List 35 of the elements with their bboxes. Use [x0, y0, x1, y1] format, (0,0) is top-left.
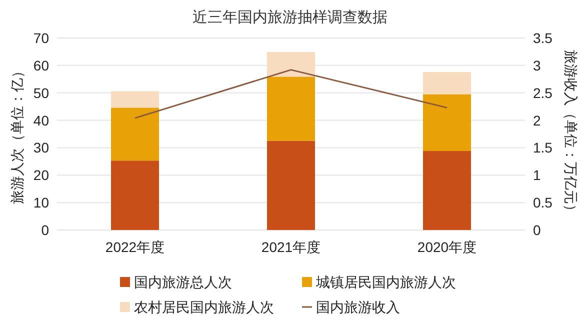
x-tick-label: 2020年度 [417, 239, 477, 255]
legend-label: 城镇居民国内旅游人次 [315, 274, 456, 290]
legend-label: 农村居民国内旅游人次 [134, 299, 274, 315]
y-tick-label: 70 [33, 30, 50, 46]
y-axis-title: 旅游人次（单位：亿） [9, 64, 25, 204]
bar [267, 76, 315, 141]
y2-tick-label: 3.5 [533, 30, 553, 46]
bar [423, 72, 471, 94]
bar [111, 108, 159, 161]
y2-tick-label: 1 [533, 167, 541, 184]
x-tick-label: 2021年度 [261, 239, 321, 255]
y2-axis-title: 旅游收入（单位：万亿元） [563, 50, 579, 218]
bar [267, 52, 315, 77]
bar [111, 91, 159, 108]
bar [267, 140, 315, 230]
bar [423, 94, 471, 152]
y-tick-label: 10 [33, 194, 50, 211]
x-tick-label: 2022年度 [105, 239, 165, 255]
y2-tick-label: 0 [533, 222, 541, 238]
y-tick-label: 30 [33, 140, 50, 156]
legend-label: 国内旅游总人次 [134, 274, 232, 290]
y2-tick-label: 0.5 [533, 194, 553, 211]
chart-title: 近三年国内旅游抽样调查数据 [192, 9, 388, 26]
y-tick-label: 0 [41, 222, 50, 238]
y-tick-label: 50 [33, 84, 50, 101]
y2-tick-label: 1.5 [533, 140, 553, 156]
y-tick-label: 20 [33, 167, 50, 184]
y-tick-label: 60 [33, 57, 50, 74]
legend-label: 国内旅游收入 [316, 299, 400, 315]
y2-tick-label: 3 [533, 57, 541, 74]
bar [111, 160, 159, 230]
y-tick-label: 40 [33, 112, 50, 128]
y2-tick-label: 2 [533, 112, 541, 128]
bar [423, 151, 471, 230]
y2-tick-label: 2.5 [533, 84, 553, 101]
